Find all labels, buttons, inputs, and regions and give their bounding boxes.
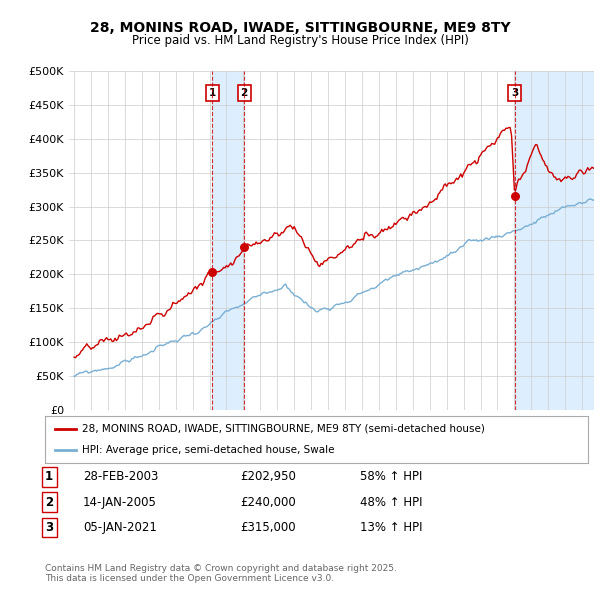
Text: Contains HM Land Registry data © Crown copyright and database right 2025.
This d: Contains HM Land Registry data © Crown c… xyxy=(45,563,397,583)
Text: 05-JAN-2021: 05-JAN-2021 xyxy=(83,521,157,534)
Text: 28-FEB-2003: 28-FEB-2003 xyxy=(83,470,158,483)
Bar xyxy=(515,71,594,410)
Point xyxy=(208,268,217,277)
Text: 13% ↑ HPI: 13% ↑ HPI xyxy=(360,521,422,534)
Text: 58% ↑ HPI: 58% ↑ HPI xyxy=(360,470,422,483)
Bar xyxy=(212,71,244,410)
Text: 28, MONINS ROAD, IWADE, SITTINGBOURNE, ME9 8TY (semi-detached house): 28, MONINS ROAD, IWADE, SITTINGBOURNE, M… xyxy=(82,424,485,434)
Text: 1: 1 xyxy=(45,470,53,483)
Text: 3: 3 xyxy=(511,88,518,98)
Text: 14-JAN-2005: 14-JAN-2005 xyxy=(83,496,157,509)
Text: £240,000: £240,000 xyxy=(240,496,296,509)
Text: £315,000: £315,000 xyxy=(240,521,296,534)
Text: Price paid vs. HM Land Registry's House Price Index (HPI): Price paid vs. HM Land Registry's House … xyxy=(131,34,469,47)
Text: 3: 3 xyxy=(45,521,53,534)
Point xyxy=(239,242,249,252)
Text: 2: 2 xyxy=(241,88,248,98)
Text: £202,950: £202,950 xyxy=(240,470,296,483)
Point xyxy=(510,192,520,201)
Text: 2: 2 xyxy=(45,496,53,509)
Text: 1: 1 xyxy=(209,88,216,98)
Text: 28, MONINS ROAD, IWADE, SITTINGBOURNE, ME9 8TY: 28, MONINS ROAD, IWADE, SITTINGBOURNE, M… xyxy=(89,21,511,35)
Text: HPI: Average price, semi-detached house, Swale: HPI: Average price, semi-detached house,… xyxy=(82,445,334,455)
Text: 48% ↑ HPI: 48% ↑ HPI xyxy=(360,496,422,509)
